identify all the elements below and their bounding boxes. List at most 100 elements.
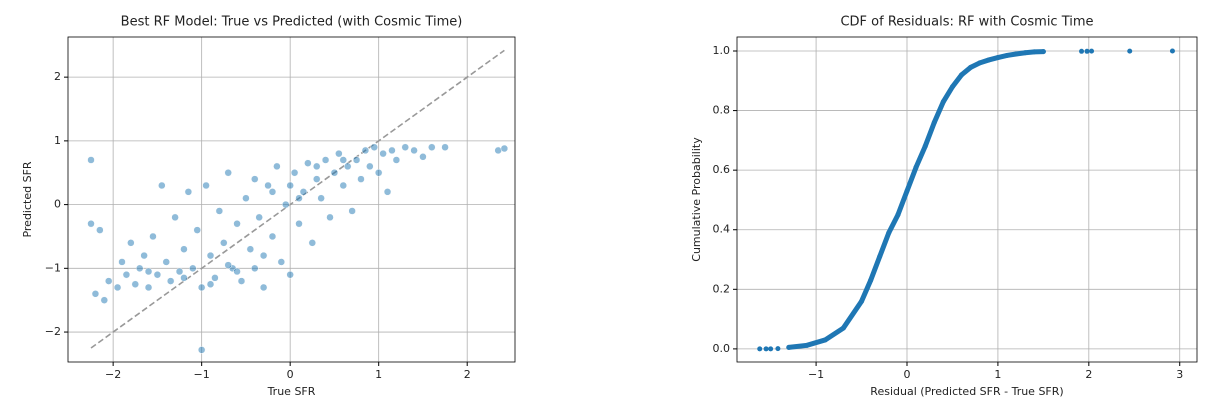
data-point <box>180 245 188 253</box>
data-point <box>392 156 401 164</box>
y-tick-label: 0.4 <box>713 223 731 236</box>
data-point <box>295 219 303 228</box>
data-point <box>197 283 206 292</box>
y-tick-label: 0 <box>54 198 61 211</box>
data-point <box>118 258 126 266</box>
data-point <box>775 346 781 352</box>
y-tick-label: −2 <box>45 325 61 338</box>
data-point <box>202 181 210 190</box>
data-point <box>959 72 965 78</box>
data-point <box>286 270 294 279</box>
data-point <box>763 346 769 352</box>
data-point <box>366 162 374 171</box>
data-point <box>859 298 865 304</box>
data-point <box>189 264 197 273</box>
data-point <box>995 55 1001 61</box>
data-point <box>91 290 100 298</box>
data-point <box>259 251 268 260</box>
x-tick-label: 0 <box>287 368 294 381</box>
data-point <box>211 274 219 282</box>
data-point <box>171 213 179 222</box>
data-point <box>131 280 140 289</box>
data-point <box>913 164 919 170</box>
data-point <box>180 274 188 282</box>
data-point <box>104 277 113 285</box>
data-point <box>348 207 356 215</box>
data-point <box>321 156 330 164</box>
y-tick-label: 0.0 <box>713 342 731 355</box>
data-point <box>87 156 95 164</box>
data-point <box>100 296 109 304</box>
data-point <box>1169 48 1175 54</box>
x-tick-label: 2 <box>1085 368 1092 381</box>
data-point <box>931 119 937 125</box>
data-point <box>335 149 343 158</box>
data-point <box>122 270 131 279</box>
data-point <box>290 168 299 177</box>
data-point <box>326 213 334 222</box>
plot-clip <box>757 48 1175 352</box>
data-point <box>312 175 321 183</box>
data-point <box>317 194 325 202</box>
data-point <box>840 325 846 331</box>
data-point <box>441 143 449 151</box>
data-point <box>410 146 418 155</box>
data-point <box>1022 50 1028 56</box>
x-tick-label: 0 <box>904 368 911 381</box>
data-point <box>401 143 409 151</box>
data-point <box>166 277 175 285</box>
data-point <box>206 280 215 289</box>
data-point <box>140 251 148 260</box>
data-point <box>175 267 184 276</box>
data-point <box>388 146 396 155</box>
data-point <box>343 162 352 171</box>
data-point <box>786 344 792 350</box>
x-axis-label: True SFR <box>267 385 316 398</box>
data-point <box>330 168 339 177</box>
data-point <box>246 245 255 253</box>
y-tick-label: −1 <box>45 261 61 274</box>
data-point <box>135 264 144 273</box>
y-tick-label: 1 <box>54 134 61 147</box>
x-tick-label: −2 <box>105 368 121 381</box>
data-point <box>113 283 122 292</box>
data-point <box>1013 51 1019 57</box>
data-point <box>383 188 392 196</box>
data-point <box>149 232 157 241</box>
x-tick-label: 3 <box>1176 368 1183 381</box>
data-point <box>268 188 277 196</box>
data-point <box>220 239 228 247</box>
data-point <box>237 277 246 285</box>
data-point <box>224 261 232 269</box>
data-point <box>886 230 892 236</box>
data-point <box>757 346 763 352</box>
data-point <box>1089 48 1095 54</box>
data-point <box>895 212 901 218</box>
data-point <box>233 219 241 228</box>
data-point <box>904 188 910 194</box>
data-point <box>1031 49 1037 55</box>
data-point <box>370 143 379 151</box>
data-point <box>242 194 250 202</box>
y-tick-label: 1.0 <box>713 44 731 57</box>
plot-area <box>737 37 1197 362</box>
data-point <box>281 200 290 209</box>
data-point <box>379 149 387 158</box>
data-point <box>206 251 215 260</box>
data-point <box>877 254 883 260</box>
data-point <box>357 175 365 183</box>
y-axis-label: Predicted SFR <box>21 161 34 237</box>
data-point <box>768 346 774 352</box>
data-point <box>822 337 828 343</box>
plot-frame <box>736 36 1198 363</box>
chart-title: CDF of Residuals: RF with Cosmic Time <box>840 15 1093 30</box>
data-point <box>158 181 166 190</box>
data-point <box>986 57 992 63</box>
data-point <box>804 342 810 348</box>
y-tick-label: 0.6 <box>713 163 731 176</box>
data-point <box>374 168 383 177</box>
x-tick-label: 1 <box>375 368 382 381</box>
x-tick-label: 2 <box>464 368 471 381</box>
